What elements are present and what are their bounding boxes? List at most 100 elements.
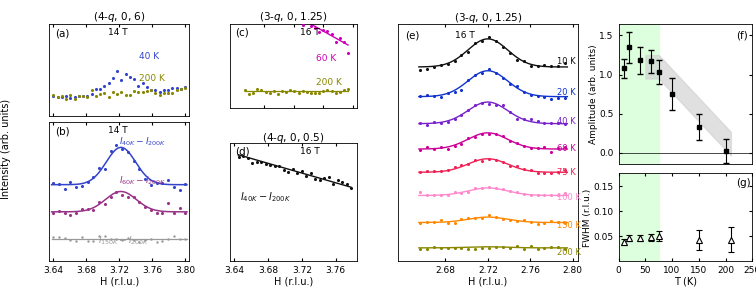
Point xyxy=(145,236,157,241)
Point xyxy=(525,192,537,197)
Point xyxy=(99,166,111,171)
Point xyxy=(247,91,259,95)
Point xyxy=(64,179,76,184)
Point xyxy=(545,219,557,223)
Text: (e): (e) xyxy=(405,31,420,41)
Point xyxy=(511,219,523,224)
Point xyxy=(428,147,440,151)
Point xyxy=(250,160,262,165)
Point xyxy=(171,88,183,92)
Point xyxy=(525,168,537,172)
Text: Intensity (arb. units): Intensity (arb. units) xyxy=(1,98,11,199)
Point xyxy=(47,211,59,215)
Point xyxy=(483,185,495,190)
Point xyxy=(455,191,467,195)
Point xyxy=(104,236,116,241)
Text: 40 K: 40 K xyxy=(139,52,159,61)
Point xyxy=(469,247,482,251)
Point xyxy=(70,211,82,216)
Point xyxy=(150,181,163,186)
Point xyxy=(503,110,516,115)
Point xyxy=(156,211,169,216)
Point xyxy=(442,91,454,95)
Point xyxy=(98,84,110,89)
Point xyxy=(288,12,300,17)
Point xyxy=(116,78,128,82)
Point xyxy=(469,41,482,46)
Point xyxy=(313,30,325,35)
Point xyxy=(545,171,557,176)
X-axis label: H (r.l.u.): H (r.l.u.) xyxy=(468,277,507,287)
Point xyxy=(483,213,495,218)
Title: (3-$q$, 0, 1.25): (3-$q$, 0, 1.25) xyxy=(454,11,522,25)
Point xyxy=(490,157,502,162)
Point xyxy=(469,72,482,77)
Point xyxy=(518,90,530,95)
Point xyxy=(414,93,426,98)
Point xyxy=(559,190,572,195)
Point xyxy=(90,94,102,99)
Point xyxy=(525,63,537,68)
Text: $I_{150K}-I_{200K}$: $I_{150K}-I_{200K}$ xyxy=(98,234,150,247)
Point xyxy=(333,35,345,40)
Point xyxy=(60,94,72,98)
Point xyxy=(476,158,488,163)
Point xyxy=(318,176,330,181)
Point xyxy=(158,91,170,96)
Point xyxy=(268,164,280,169)
Point xyxy=(497,103,509,108)
Point xyxy=(448,165,460,170)
Point xyxy=(77,94,89,98)
Point xyxy=(133,167,145,172)
Text: 200 K: 200 K xyxy=(139,74,165,83)
Point xyxy=(133,200,145,204)
Point xyxy=(511,244,523,248)
Bar xyxy=(618,24,658,164)
Point xyxy=(166,91,178,96)
Point xyxy=(82,93,94,98)
Point xyxy=(51,95,64,100)
Point xyxy=(525,244,537,249)
Point xyxy=(538,63,550,67)
Point xyxy=(104,149,116,154)
Point xyxy=(518,192,530,197)
Point xyxy=(553,146,565,151)
Point xyxy=(139,238,151,243)
Y-axis label: Amplitude (arb. units): Amplitude (arb. units) xyxy=(589,44,598,144)
Point xyxy=(276,88,288,93)
Point xyxy=(518,59,530,64)
Text: $I_{40K}-I_{200K}$: $I_{40K}-I_{200K}$ xyxy=(119,135,166,148)
Point xyxy=(531,146,544,150)
Point xyxy=(428,192,440,197)
Point xyxy=(287,167,299,172)
Point xyxy=(47,94,59,98)
Point xyxy=(435,62,447,67)
Point xyxy=(300,173,312,178)
Point xyxy=(435,121,447,125)
Point xyxy=(301,19,313,24)
Point xyxy=(93,200,105,204)
Point xyxy=(94,92,106,97)
Point xyxy=(476,132,488,137)
Point xyxy=(559,95,572,100)
Point xyxy=(511,57,523,62)
Point xyxy=(414,120,426,125)
Point xyxy=(553,64,565,69)
Point xyxy=(483,102,495,107)
Point xyxy=(69,96,81,101)
Point xyxy=(318,28,330,33)
Point xyxy=(428,220,440,225)
Point xyxy=(145,88,157,93)
Point xyxy=(428,94,440,99)
Point xyxy=(345,185,357,190)
Point xyxy=(497,133,509,138)
Point xyxy=(116,193,129,198)
Text: 10 K: 10 K xyxy=(557,57,576,66)
Point xyxy=(463,50,475,54)
X-axis label: T (K): T (K) xyxy=(674,277,697,287)
Point xyxy=(448,59,460,63)
Point xyxy=(77,94,89,99)
Point xyxy=(331,178,343,183)
Point xyxy=(497,45,509,49)
Text: 200 K: 200 K xyxy=(316,78,342,87)
